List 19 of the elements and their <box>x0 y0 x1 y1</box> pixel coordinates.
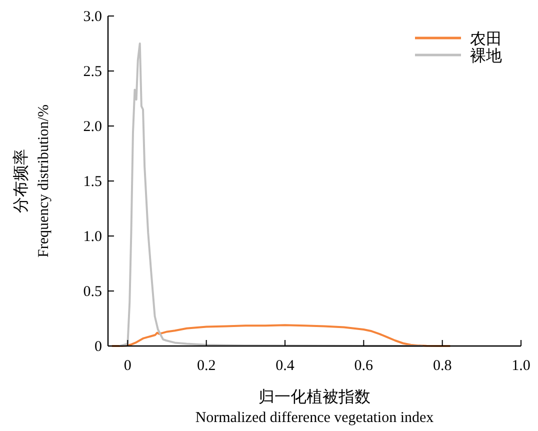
line-series <box>110 324 452 347</box>
y-tick-label: 2.5 <box>83 64 102 80</box>
line-series <box>118 42 424 347</box>
x-tick-label: 0.8 <box>432 358 452 374</box>
x-axis-title: 归一化植被指数 Normalized difference vegetation index <box>195 388 434 426</box>
y-tick-label: 0.5 <box>83 284 102 300</box>
legend-label: 农田 <box>470 31 502 48</box>
legend-label: 裸地 <box>470 47 502 65</box>
y-axis-title: 分布频率 Frequency distribution/% <box>12 104 52 258</box>
y-tick-label: 0 <box>94 339 102 355</box>
x-tick-label: 0.4 <box>276 358 295 374</box>
x-tick-label: 0.2 <box>196 358 216 374</box>
y-tick-label: 1.0 <box>83 229 102 245</box>
x-tick-label: 1.0 <box>512 358 530 374</box>
y-tick-label: 1.5 <box>83 174 102 190</box>
y-tick-label: 2.0 <box>83 119 102 135</box>
x-tick-label: 0 <box>124 358 132 374</box>
x-tick-label: 0.6 <box>354 358 374 374</box>
y-tick-label: 3.0 <box>83 9 102 25</box>
